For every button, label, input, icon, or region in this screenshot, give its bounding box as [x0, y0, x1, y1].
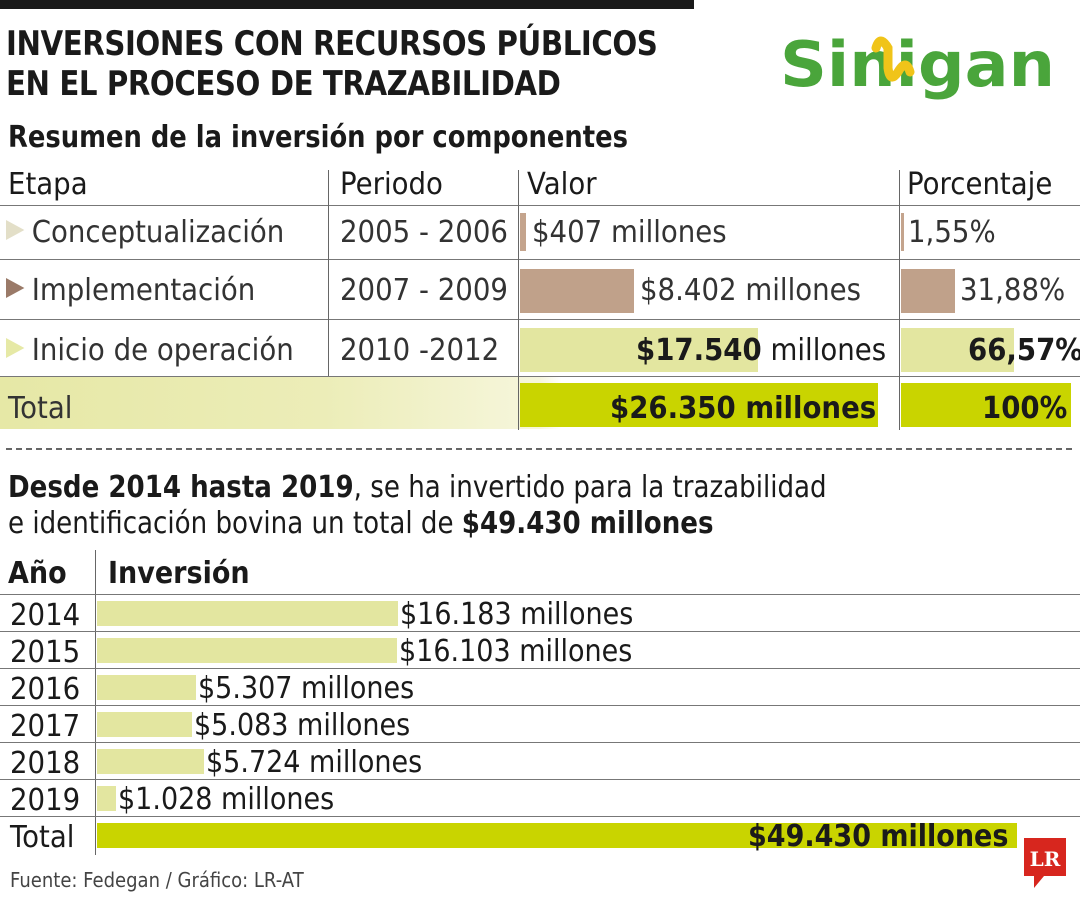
- investment-bar: [97, 786, 117, 811]
- investment-value-label: $5.724 millones: [205, 745, 422, 780]
- investment-value-label: $5.307 millones: [197, 671, 414, 706]
- header-porcentaje: Porcentaje: [907, 167, 1053, 202]
- triangle-icon: [6, 338, 25, 358]
- table-row: 2016 $5.307 millones: [0, 668, 1080, 707]
- row-divider: [0, 376, 1080, 377]
- valor-bar: [520, 269, 635, 313]
- porcentaje-cell: 66,57%: [968, 333, 1080, 368]
- investment-bar: [97, 601, 399, 626]
- source-note: Fuente: Fedegan / Gráfico: LR-AT: [10, 868, 304, 892]
- svg-text:LR: LR: [1030, 847, 1061, 871]
- total-porcentaje: 100%: [982, 391, 1068, 426]
- header-year: Año: [8, 556, 67, 591]
- porcentaje-bar: [901, 328, 1015, 372]
- year-label: 2019: [10, 783, 81, 818]
- total-valor-bar: [520, 383, 878, 427]
- top-rule: [0, 0, 694, 9]
- investment-bar: [97, 749, 204, 774]
- year-label: 2014: [10, 598, 81, 633]
- year-label: 2018: [10, 746, 81, 781]
- section-subtitle: Resumen de la inversión por componentes: [8, 120, 628, 155]
- valor-cell: $407 millones: [532, 215, 727, 250]
- etapa-cell: Inicio de operación: [6, 333, 294, 368]
- total-valor: $26.350 millones: [610, 391, 877, 426]
- periodo-cell: 2010 -2012: [340, 333, 500, 368]
- valor-cell: $8.402 millones: [640, 273, 861, 308]
- dashed-separator: [6, 448, 1072, 450]
- header-valor: Valor: [527, 167, 597, 202]
- header-etapa: Etapa: [8, 167, 88, 202]
- investment-value-label: $5.083 millones: [193, 708, 410, 743]
- porcentaje-cell: 31,88%: [960, 273, 1066, 308]
- axis-line: [95, 550, 96, 855]
- row-divider: [0, 259, 1080, 260]
- valor-cell: $17.540 millones: [636, 333, 887, 368]
- header-periodo: Periodo: [340, 167, 443, 202]
- total-label: Total: [10, 820, 75, 855]
- sinigan-logo: Sinigan: [780, 28, 1055, 101]
- triangle-icon: [6, 278, 25, 298]
- year-label: 2016: [10, 672, 81, 707]
- year-label: 2015: [10, 635, 81, 670]
- components-table: Etapa Periodo Valor Porcentaje Conceptua…: [0, 165, 1080, 430]
- total-row: Total $49.430 millones: [0, 816, 1080, 855]
- periodo-cell: 2007 - 2009: [340, 273, 508, 308]
- investment-bar: [97, 712, 192, 737]
- table-row: 2015 $16.103 millones: [0, 631, 1080, 670]
- porcentaje-bar: [901, 213, 904, 251]
- lr-logo: LR: [1024, 838, 1066, 888]
- investment-value-label: $1.028 millones: [118, 782, 335, 817]
- year-label: 2017: [10, 709, 81, 744]
- etapa-cell: Conceptualización: [6, 215, 284, 250]
- investment-bar: [97, 638, 397, 663]
- page-title: INVERSIONES CON RECURSOS PÚBLICOS EN EL …: [6, 24, 658, 104]
- table-row: 2019 $1.028 millones: [0, 779, 1080, 818]
- column-divider: [328, 170, 329, 376]
- investment-value-label: $16.103 millones: [398, 634, 633, 669]
- annual-investment-chart: Año Inversión 2014 $16.183 millones 2015 $1…: [0, 550, 1080, 860]
- table-row: 2018 $5.724 millones: [0, 742, 1080, 781]
- row-divider: [0, 319, 1080, 320]
- total-value-label: $49.430 millones: [748, 819, 1009, 854]
- total-label: Total: [8, 391, 73, 426]
- porcentaje-bar: [901, 269, 956, 313]
- etapa-cell: Implementación: [6, 273, 255, 308]
- header-inversion: Inversión: [108, 556, 250, 591]
- column-divider: [899, 170, 900, 430]
- valor-bar: [520, 213, 526, 251]
- investment-bar: [97, 675, 196, 700]
- svg-text:Sinigan: Sinigan: [780, 28, 1055, 101]
- periodo-cell: 2005 - 2006: [340, 215, 508, 250]
- triangle-icon: [6, 220, 25, 240]
- investment-value-label: $16.183 millones: [400, 597, 634, 632]
- table-row: 2014 $16.183 millones: [0, 594, 1080, 633]
- total-bar: [97, 823, 1017, 848]
- description: Desde 2014 hasta 2019, se ha invertido p…: [8, 470, 827, 541]
- porcentaje-cell: 1,55%: [908, 215, 996, 250]
- row-divider: [0, 205, 1080, 206]
- total-porcentaje-bar: [901, 383, 1071, 427]
- table-row: 2017 $5.083 millones: [0, 705, 1080, 744]
- valor-bar: [520, 328, 759, 372]
- column-divider: [518, 170, 519, 430]
